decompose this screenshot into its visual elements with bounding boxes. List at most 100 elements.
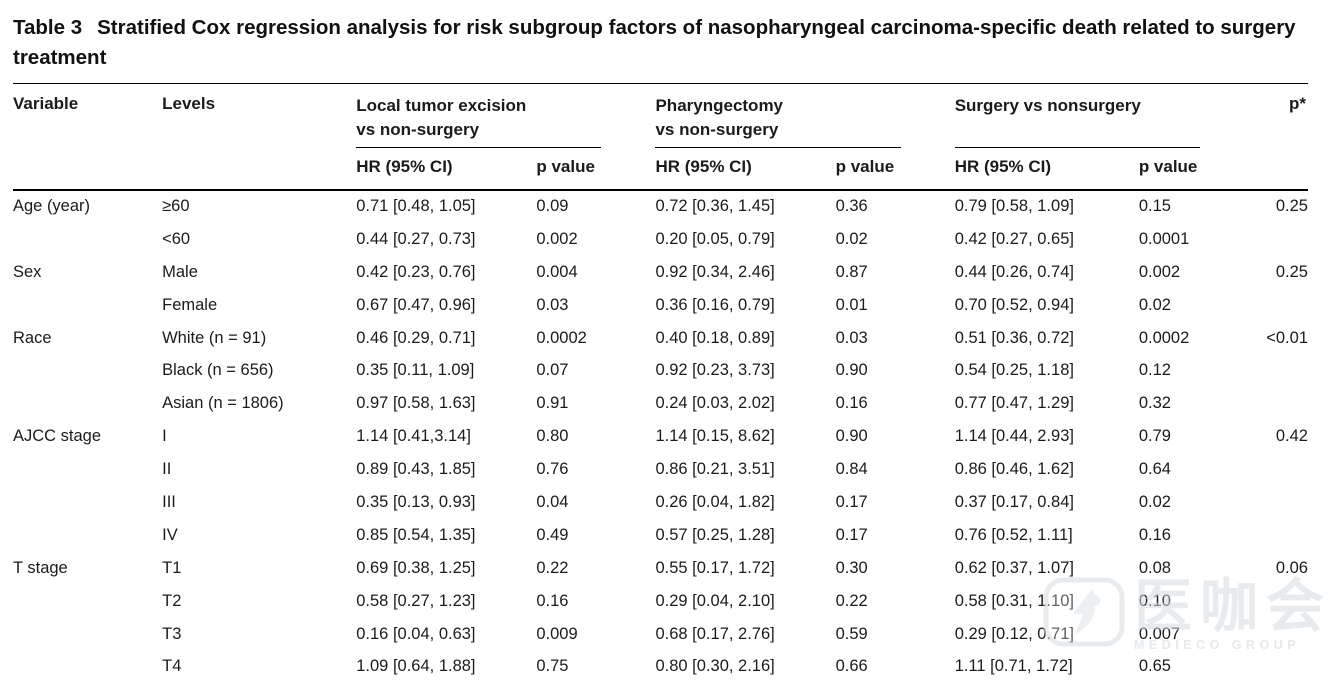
table-title: Table 3 Stratified Cox regression analysi… xyxy=(0,0,1330,73)
cell-ph-hr: 0.36 [0.16, 0.79] xyxy=(655,295,775,314)
cell-level: IV xyxy=(162,525,178,544)
cell-variable: Race xyxy=(13,328,52,347)
cell-lte-hr: 0.35 [0.11, 1.09] xyxy=(356,361,475,380)
cell-lte-hr: 0.42 [0.23, 0.76] xyxy=(356,262,476,281)
col-header-ph-pvalue: p value xyxy=(835,148,955,191)
cell-ph-hr: 0.55 [0.17, 1.72] xyxy=(655,558,775,577)
cell-ph-pvalue: 0.84 xyxy=(835,460,868,479)
cell-surgery-hr: 0.51 [0.36, 0.72] xyxy=(954,328,1074,347)
table-row: III 0.35 [0.13, 0.93] 0.04 0.26 [0.04, 1… xyxy=(13,486,1308,519)
cell-surgery-hr: 0.79 [0.58, 1.09] xyxy=(954,197,1074,216)
table-row: AJCC stage I 1.14 [0.41,3.14] 0.80 1.14 … xyxy=(13,420,1308,453)
cell-lte-pvalue: 0.004 xyxy=(536,262,578,281)
cell-ph-pvalue: 0.16 xyxy=(835,394,868,413)
cell-ph-hr: 0.68 [0.17, 2.76] xyxy=(655,624,775,643)
cell-surgery-hr: 0.44 [0.26, 0.74] xyxy=(954,262,1074,281)
cell-variable xyxy=(13,289,162,322)
cell-lte-pvalue: 0.002 xyxy=(536,229,578,248)
cell-ph-hr: 0.20 [0.05, 0.79] xyxy=(655,229,775,248)
cell-ph-pvalue: 0.66 xyxy=(835,657,868,676)
cell-surgery-pvalue: 0.10 xyxy=(1138,591,1171,610)
cell-ph-pvalue: 0.01 xyxy=(835,295,868,314)
cell-surgery-hr: 0.42 [0.27, 0.65] xyxy=(954,229,1074,248)
cell-lte-hr: 0.71 [0.48, 1.05] xyxy=(356,197,476,216)
cell-level: Black (n = 656) xyxy=(162,361,274,380)
table-row: Black (n = 656) 0.35 [0.11, 1.09] 0.07 0… xyxy=(13,354,1308,387)
cell-p-star xyxy=(1240,618,1308,651)
group-header-surgery-vs-nonsurgery: Surgery vs nonsurgery xyxy=(954,84,1240,148)
cell-p-star: 0.25 xyxy=(1275,197,1308,216)
cell-p-star xyxy=(1240,354,1308,387)
cell-lte-pvalue: 0.75 xyxy=(536,657,569,676)
cell-level: II xyxy=(162,460,172,479)
cell-variable: AJCC stage xyxy=(13,427,102,446)
cell-ph-hr: 0.92 [0.23, 3.73] xyxy=(655,361,775,380)
cell-ph-pvalue: 0.90 xyxy=(835,361,868,380)
group-header-pharyngectomy: Pharyngectomy vs non-surgery xyxy=(655,84,954,148)
cell-lte-pvalue: 0.91 xyxy=(536,394,569,413)
cell-lte-pvalue: 0.03 xyxy=(536,295,569,314)
cell-lte-pvalue: 0.09 xyxy=(536,197,569,216)
cell-ph-hr: 0.86 [0.21, 3.51] xyxy=(655,460,775,479)
cell-surgery-hr: 0.29 [0.12, 0.71] xyxy=(954,624,1074,643)
cell-lte-pvalue: 0.16 xyxy=(536,591,569,610)
cell-lte-hr: 0.85 [0.54, 1.35] xyxy=(356,525,476,544)
cell-ph-pvalue: 0.22 xyxy=(835,591,868,610)
cox-regression-table: Variable Levels Local tumor excision vs … xyxy=(13,83,1308,683)
cell-ph-hr: 0.57 [0.25, 1.28] xyxy=(655,525,775,544)
cell-p-star xyxy=(1240,387,1308,420)
cell-variable xyxy=(13,223,162,256)
cell-ph-pvalue: 0.03 xyxy=(835,328,868,347)
table-row: T4 1.09 [0.64, 1.88] 0.75 0.80 [0.30, 2.… xyxy=(13,650,1308,683)
cell-ph-hr: 0.26 [0.04, 1.82] xyxy=(655,492,775,511)
cell-level: III xyxy=(162,492,176,511)
cell-surgery-pvalue: 0.65 xyxy=(1138,657,1171,676)
col-header-ph-hr: HR (95% CI) xyxy=(655,148,836,191)
cell-lte-hr: 0.16 [0.04, 0.63] xyxy=(356,624,476,643)
cell-surgery-hr: 0.86 [0.46, 1.62] xyxy=(954,460,1074,479)
cell-lte-pvalue: 0.07 xyxy=(536,361,569,380)
cell-surgery-pvalue: 0.15 xyxy=(1138,197,1171,216)
cell-lte-hr: 0.44 [0.27, 0.73] xyxy=(356,229,476,248)
cell-ph-pvalue: 0.87 xyxy=(835,262,868,281)
cell-lte-hr: 1.14 [0.41,3.14] xyxy=(356,427,471,446)
cell-ph-pvalue: 0.02 xyxy=(835,229,868,248)
cell-variable xyxy=(13,387,162,420)
cell-lte-hr: 0.58 [0.27, 1.23] xyxy=(356,591,476,610)
cell-lte-hr: 1.09 [0.64, 1.88] xyxy=(356,657,476,676)
col-header-surgery-pvalue: p value xyxy=(1138,148,1240,191)
table-row: <60 0.44 [0.27, 0.73] 0.002 0.20 [0.05, … xyxy=(13,223,1308,256)
cell-variable xyxy=(13,650,162,683)
cell-variable xyxy=(13,519,162,552)
table-row: Asian (n = 1806) 0.97 [0.58, 1.63] 0.91 … xyxy=(13,387,1308,420)
cell-variable: Age (year) xyxy=(13,197,91,216)
table-row: Race White (n = 91) 0.46 [0.29, 0.71] 0.… xyxy=(13,322,1308,355)
cell-level: T2 xyxy=(162,591,182,610)
cell-p-star xyxy=(1240,585,1308,618)
cell-surgery-pvalue: 0.007 xyxy=(1138,624,1181,643)
col-header-levels: Levels xyxy=(162,83,357,191)
cell-ph-pvalue: 0.90 xyxy=(835,427,868,446)
cell-p-star xyxy=(1240,650,1308,683)
cell-surgery-pvalue: 0.12 xyxy=(1138,361,1171,380)
cell-lte-hr: 0.89 [0.43, 1.85] xyxy=(356,460,476,479)
cell-surgery-hr: 0.70 [0.52, 0.94] xyxy=(954,295,1074,314)
cell-p-star: 0.42 xyxy=(1275,427,1308,446)
cell-lte-pvalue: 0.0002 xyxy=(536,328,587,347)
group-header-local-tumor-excision: Local tumor excision vs non-surgery xyxy=(356,84,655,148)
cell-variable xyxy=(13,486,162,519)
table-row: II 0.89 [0.43, 1.85] 0.76 0.86 [0.21, 3.… xyxy=(13,453,1308,486)
cell-variable: T stage xyxy=(13,558,68,577)
cell-surgery-pvalue: 0.0001 xyxy=(1138,229,1190,248)
cell-level: I xyxy=(162,427,167,446)
table-row: IV 0.85 [0.54, 1.35] 0.49 0.57 [0.25, 1.… xyxy=(13,519,1308,552)
cell-level: Male xyxy=(162,262,198,281)
cell-lte-hr: 0.46 [0.29, 0.71] xyxy=(356,328,476,347)
table-row: T stage T1 0.69 [0.38, 1.25] 0.22 0.55 [… xyxy=(13,552,1308,585)
cell-surgery-pvalue: 0.02 xyxy=(1138,295,1171,314)
cell-level: Female xyxy=(162,295,218,314)
cell-level: Asian (n = 1806) xyxy=(162,394,284,413)
cell-lte-hr: 0.69 [0.38, 1.25] xyxy=(356,558,476,577)
table-row: Female 0.67 [0.47, 0.96] 0.03 0.36 [0.16… xyxy=(13,289,1308,322)
cell-lte-hr: 0.97 [0.58, 1.63] xyxy=(356,394,476,413)
